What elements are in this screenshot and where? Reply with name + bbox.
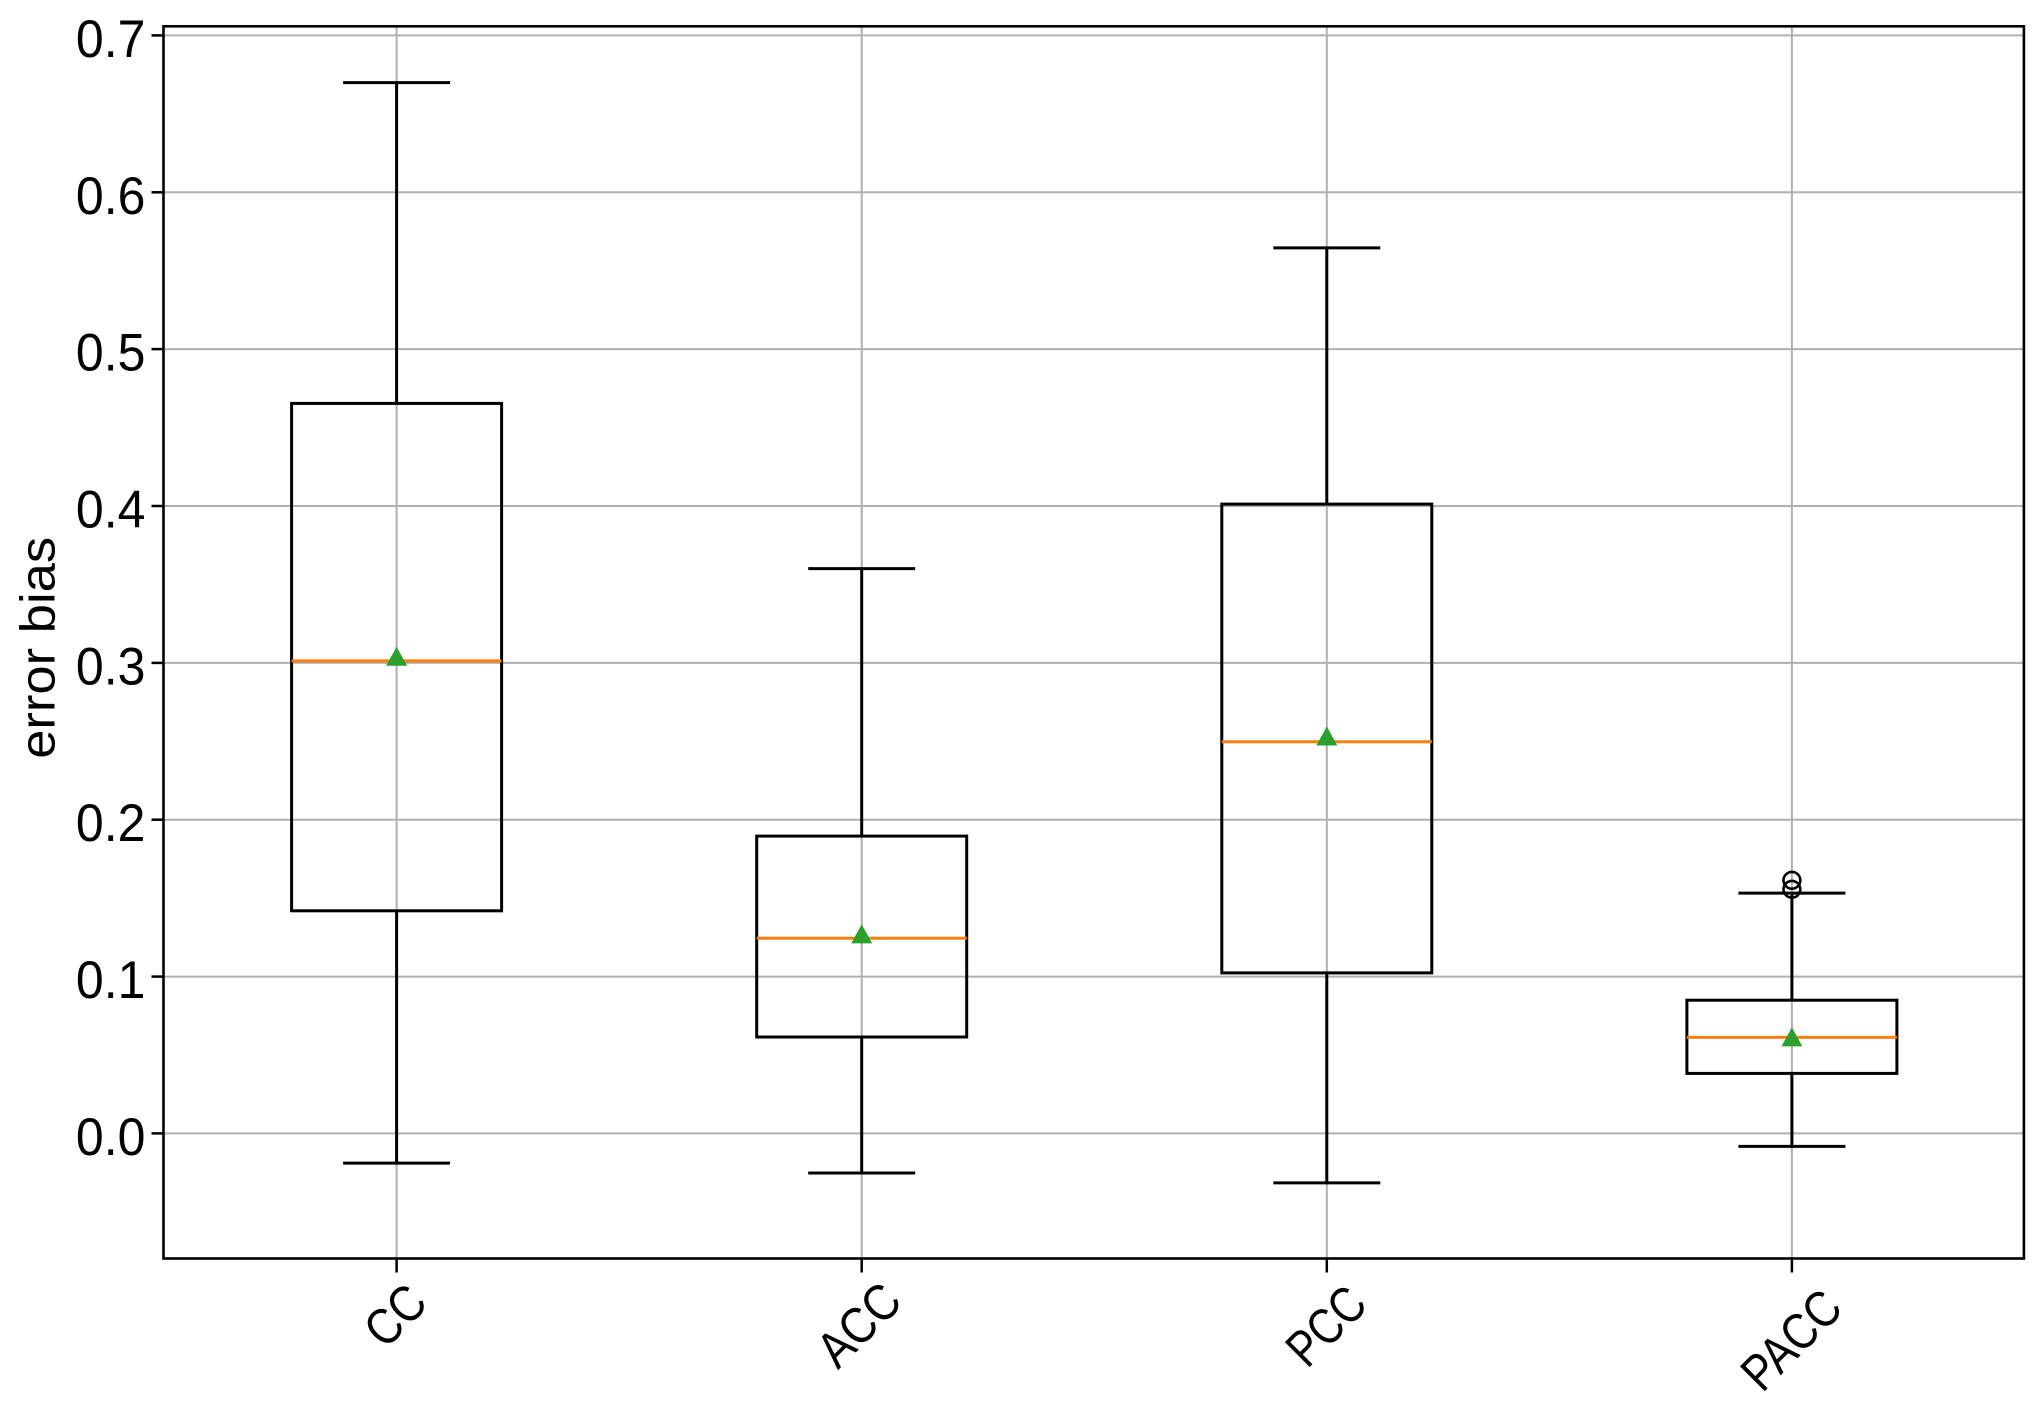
svg-text:0.0: 0.0 <box>76 1108 146 1167</box>
svg-text:CC: CC <box>353 1273 438 1358</box>
svg-text:error bias: error bias <box>12 537 66 759</box>
svg-text:0.7: 0.7 <box>76 10 146 69</box>
svg-text:PACC: PACC <box>1730 1278 1853 1401</box>
svg-text:0.1: 0.1 <box>76 951 146 1010</box>
svg-text:0.3: 0.3 <box>76 637 146 696</box>
svg-text:ACC: ACC <box>805 1271 912 1378</box>
svg-text:0.2: 0.2 <box>76 794 146 853</box>
svg-text:PCC: PCC <box>1275 1275 1378 1378</box>
svg-text:0.5: 0.5 <box>76 324 146 383</box>
svg-text:0.6: 0.6 <box>76 167 146 226</box>
svg-text:0.4: 0.4 <box>76 481 146 540</box>
